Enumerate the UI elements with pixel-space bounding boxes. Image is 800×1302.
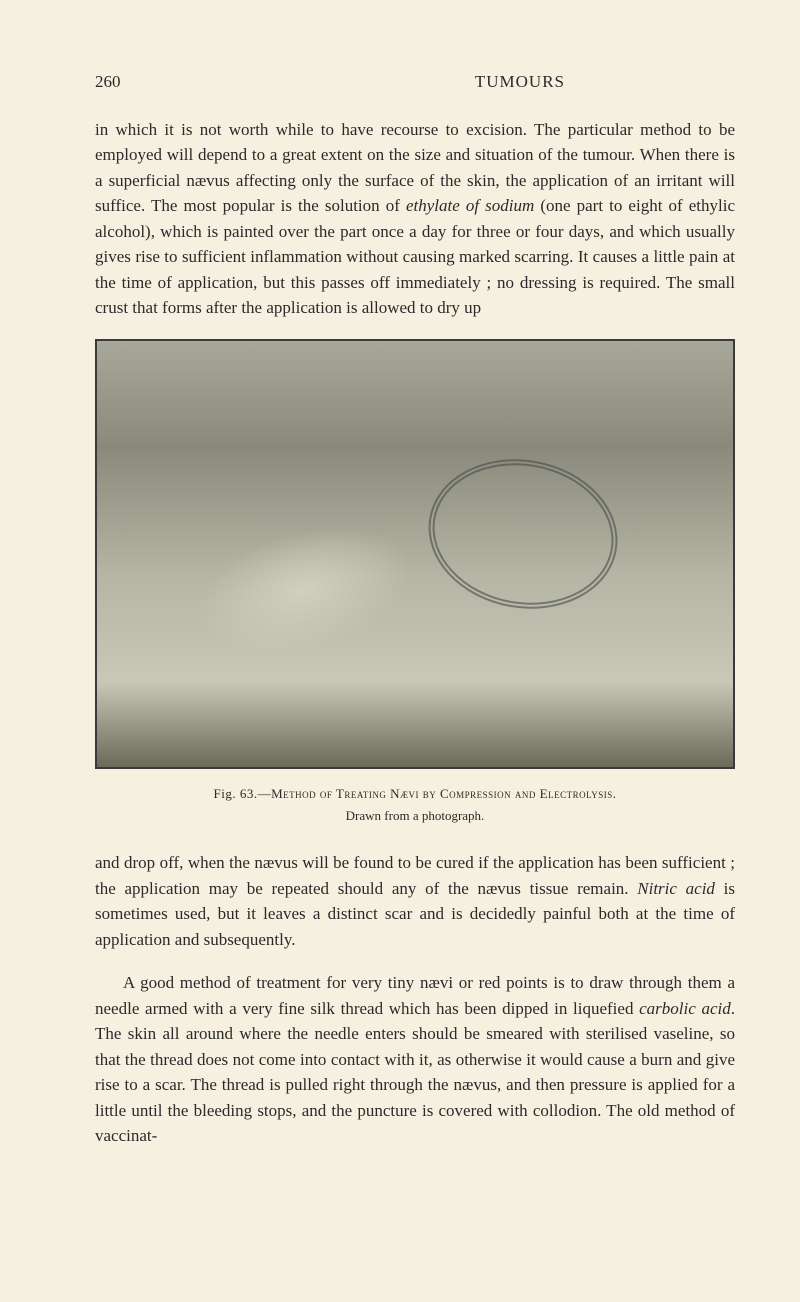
page-header: 260 TUMOURS: [95, 70, 735, 95]
paragraph-1: in which it is not worth while to have r…: [95, 117, 735, 321]
figure-image: [95, 339, 735, 769]
figure-caption: Fig. 63.—Method of Treating Nævi by Comp…: [95, 785, 735, 804]
figure-subcaption: Drawn from a photograph.: [95, 807, 735, 826]
paragraph-2: and drop off, when the nævus will be fou…: [95, 850, 735, 952]
figure-63: Fig. 63.—Method of Treating Nævi by Comp…: [95, 339, 735, 827]
p1-italic-1: ethylate of sodium: [406, 196, 534, 215]
p3-italic-1: carbolic acid: [639, 999, 731, 1018]
caption-smallcaps: Method of Treating Nævi by Compression a…: [271, 786, 616, 801]
p2-italic-1: Nitric acid: [637, 879, 715, 898]
page-number: 260: [95, 70, 121, 95]
page-title: TUMOURS: [475, 70, 565, 95]
paragraph-3: A good method of treatment for very tiny…: [95, 970, 735, 1149]
caption-prefix: Fig. 63.—: [214, 786, 272, 801]
p3-text-2: . The skin all around where the needle e…: [95, 999, 735, 1146]
